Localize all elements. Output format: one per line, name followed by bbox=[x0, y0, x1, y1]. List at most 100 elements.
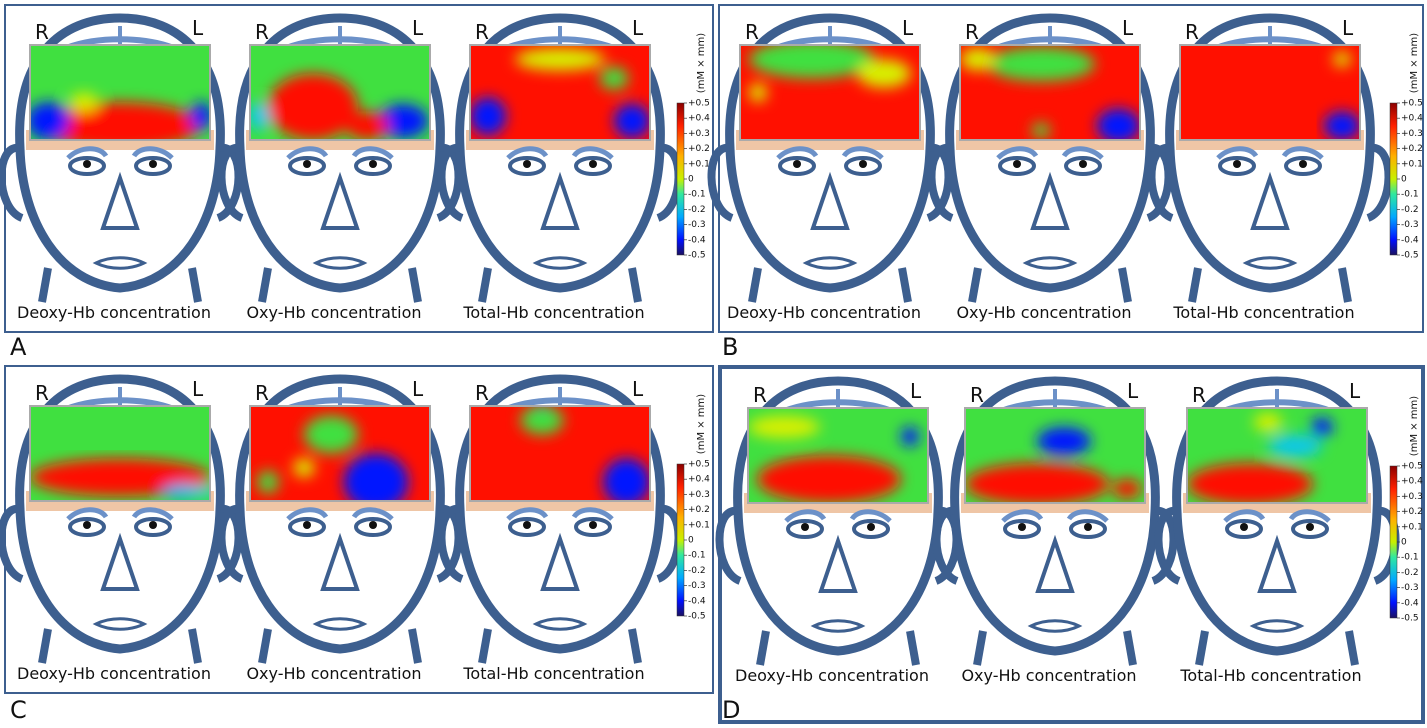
colorbar-label: +0.3 bbox=[688, 129, 710, 139]
side-label: L bbox=[192, 16, 204, 40]
colorbar-label: +0.5 bbox=[688, 460, 710, 470]
heatmap-frame bbox=[959, 44, 1141, 141]
side-label: L bbox=[1122, 16, 1134, 40]
heatmap-frame bbox=[249, 44, 431, 141]
colorbar-label: -0.1 bbox=[1401, 190, 1419, 200]
colorbar bbox=[676, 463, 685, 617]
colorbar-label: -0.4 bbox=[1401, 235, 1419, 245]
colorbar-label: -0.1 bbox=[688, 551, 706, 561]
caption: Deoxy-Hb concentration bbox=[17, 303, 211, 322]
heatmap-blob bbox=[69, 92, 99, 112]
heatmap-blob bbox=[1333, 51, 1351, 67]
heatmap-blob bbox=[377, 103, 429, 139]
head bbox=[1, 379, 238, 663]
heatmap-blob bbox=[749, 45, 875, 79]
colorbar-label: +0.2 bbox=[1401, 507, 1423, 517]
head bbox=[1158, 381, 1395, 665]
panel-label: C bbox=[10, 696, 27, 724]
side-label: L bbox=[412, 377, 424, 401]
head bbox=[711, 18, 948, 302]
heatmap-frame bbox=[739, 44, 921, 141]
heatmap bbox=[740, 45, 920, 140]
heatmap-blob bbox=[250, 102, 270, 131]
colorbar-label: -0.5 bbox=[1401, 251, 1419, 261]
colorbar-label: -0.5 bbox=[1401, 614, 1419, 624]
head bbox=[936, 381, 1173, 665]
heatmap-blob bbox=[1311, 417, 1333, 437]
heatmap-blobs bbox=[30, 92, 210, 140]
heatmap-blobs bbox=[470, 47, 650, 139]
heatmap-blob bbox=[268, 73, 358, 140]
colorbar-label: -0.3 bbox=[1401, 583, 1419, 593]
heatmap-blob bbox=[960, 47, 996, 71]
heatmap-blobs bbox=[1324, 51, 1360, 140]
heatmap-blob bbox=[343, 453, 409, 501]
colorbar-label: +0.1 bbox=[1401, 522, 1423, 532]
heatmap-frame bbox=[29, 44, 211, 141]
heatmap-blob bbox=[190, 102, 210, 131]
panel-frame bbox=[718, 4, 1424, 333]
colorbar-label: -0.2 bbox=[1401, 205, 1419, 215]
heatmap-blob bbox=[1096, 108, 1140, 140]
heatmap-frame bbox=[964, 407, 1146, 504]
colorbar-label: +0.2 bbox=[1401, 144, 1423, 154]
heatmap-blobs bbox=[520, 406, 650, 501]
heatmap-blob bbox=[965, 463, 1109, 503]
side-label: R bbox=[970, 383, 984, 407]
caption: Total-Hb concentration bbox=[1179, 666, 1361, 685]
heatmap-frame bbox=[1179, 44, 1361, 141]
colorbar-label: -0.4 bbox=[688, 235, 706, 245]
side-label: L bbox=[1349, 379, 1361, 403]
heatmap bbox=[250, 45, 430, 140]
head bbox=[1151, 18, 1388, 302]
colorbar-label: -0.2 bbox=[1401, 568, 1419, 578]
heatmap-blob bbox=[1253, 412, 1283, 432]
heatmap-blob bbox=[857, 59, 911, 88]
colorbar-label: -0.2 bbox=[688, 566, 706, 576]
heatmap-blobs bbox=[250, 73, 429, 140]
caption: Deoxy-Hb concentration bbox=[17, 664, 211, 683]
heatmap bbox=[748, 408, 928, 503]
side-label: R bbox=[35, 381, 49, 405]
caption: Deoxy-Hb concentration bbox=[727, 303, 921, 322]
caption: Total-Hb concentration bbox=[462, 664, 644, 683]
head bbox=[221, 379, 458, 663]
head bbox=[719, 381, 956, 665]
colorbar-label: -0.4 bbox=[1401, 598, 1419, 608]
colorbar-label: -0.4 bbox=[688, 596, 706, 606]
side-label: R bbox=[1192, 383, 1206, 407]
colorbar-label: +0.4 bbox=[1401, 477, 1423, 487]
colorbar bbox=[1389, 465, 1398, 619]
heatmap-frame bbox=[249, 405, 431, 502]
heatmap-blobs bbox=[748, 415, 919, 503]
heatmap-blob bbox=[257, 470, 279, 494]
heatmap-blob bbox=[1032, 122, 1050, 139]
colorbar-label: +0.1 bbox=[688, 159, 710, 169]
head bbox=[931, 18, 1168, 302]
heatmap-blob bbox=[470, 97, 506, 136]
head bbox=[1, 18, 238, 302]
colorbar-unit: (mM × mm) bbox=[696, 33, 707, 93]
side-label: R bbox=[255, 20, 269, 44]
colorbar bbox=[1389, 102, 1398, 256]
colorbar-label: +0.3 bbox=[1401, 129, 1423, 139]
colorbar-label: 0 bbox=[1401, 538, 1407, 548]
colorbar-label: 0 bbox=[688, 175, 694, 185]
heatmap-blob bbox=[614, 103, 650, 139]
colorbar-label: -0.1 bbox=[1401, 553, 1419, 563]
colorbar-label: +0.4 bbox=[1401, 114, 1423, 124]
side-label: L bbox=[632, 16, 644, 40]
heatmap-blob bbox=[599, 66, 629, 90]
colorbar-label: -0.3 bbox=[1401, 220, 1419, 230]
head bbox=[441, 379, 678, 663]
heatmap bbox=[960, 45, 1140, 140]
heatmap-blob bbox=[1112, 479, 1142, 499]
heatmap-blob bbox=[987, 46, 1095, 82]
heatmap bbox=[30, 406, 210, 501]
head bbox=[441, 18, 678, 302]
caption: Deoxy-Hb concentration bbox=[735, 666, 929, 685]
colorbar-label: +0.4 bbox=[688, 114, 710, 124]
colorbar-label: +0.2 bbox=[688, 505, 710, 515]
heatmap-blobs bbox=[749, 45, 911, 102]
